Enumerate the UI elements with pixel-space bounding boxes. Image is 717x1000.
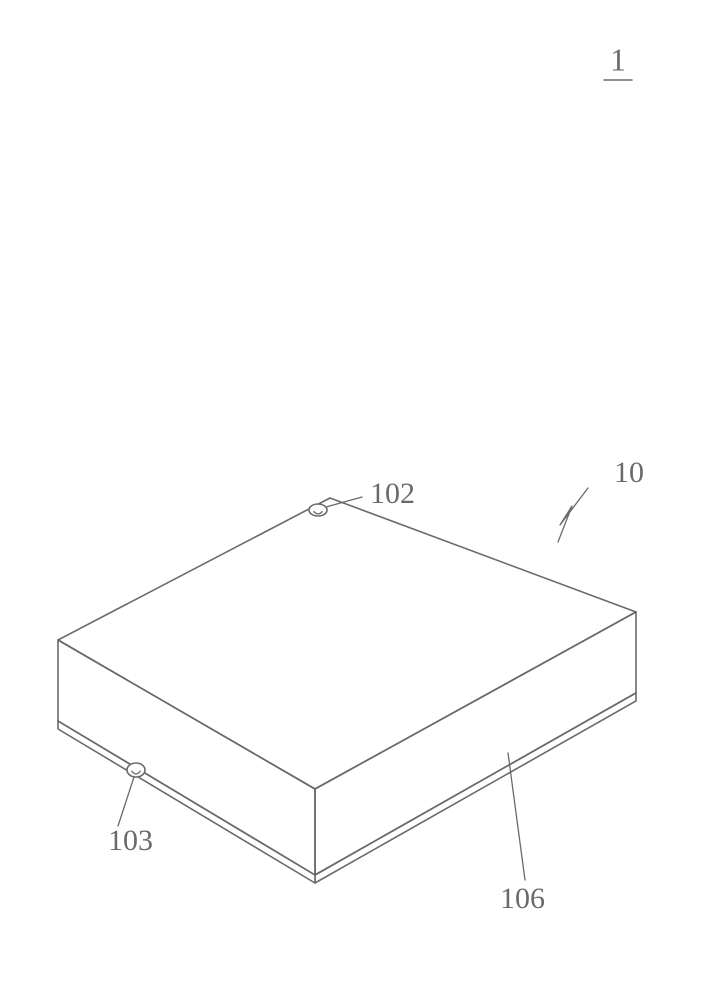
ref-106-label: 106 xyxy=(500,882,545,915)
diagram-svg: 1 10 102 103 106 xyxy=(0,0,717,1000)
ref-10-label: 10 xyxy=(614,456,644,489)
assembly-label: 1 xyxy=(610,42,626,78)
ref-103-label: 103 xyxy=(108,824,153,857)
ref-102-label: 102 xyxy=(370,477,415,510)
